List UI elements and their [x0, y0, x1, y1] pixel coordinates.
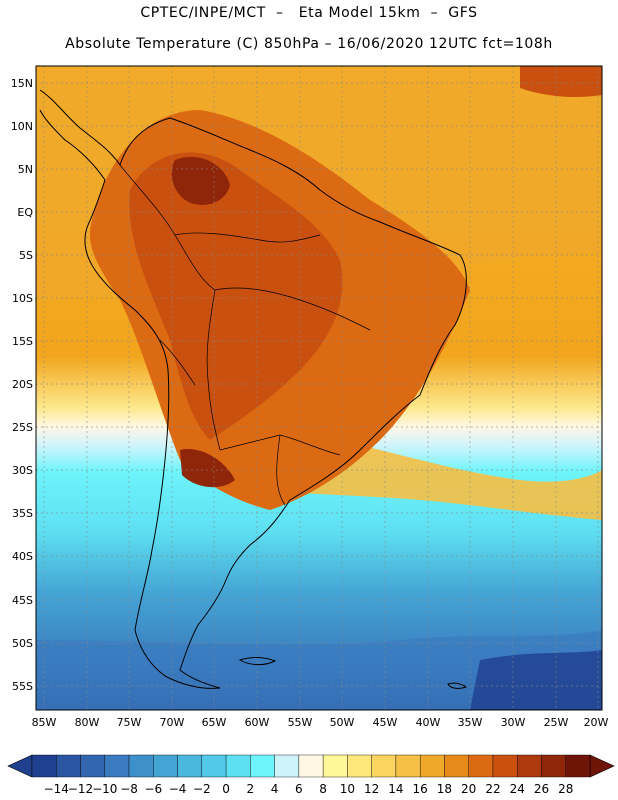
lon-label: 25W	[544, 716, 569, 729]
colorbar-swatch	[541, 754, 566, 778]
shading-continent-hot	[129, 152, 343, 440]
longitude-labels: 85W 80W 75W 70W 65W 60W 55W 50W 45W 40W …	[32, 716, 609, 729]
colorbar-label: 24	[510, 782, 525, 796]
colorbar-swatch	[31, 754, 57, 778]
colorbar-label: −10	[92, 782, 117, 796]
colorbar-label: −12	[68, 782, 93, 796]
colorbar-label: 4	[271, 782, 279, 796]
title-line-2: Absolute Temperature (C) 850hPa – 16/06/…	[65, 36, 553, 52]
colorbar-swatch	[419, 754, 445, 778]
lon-label: 20W	[584, 716, 609, 729]
lon-label: 60W	[245, 716, 270, 729]
colorbar-swatch	[153, 754, 178, 778]
colorbar-label: 10	[340, 782, 355, 796]
colorbar-swatch	[298, 754, 324, 778]
lon-label: 55W	[288, 716, 313, 729]
colorbar-swatch	[201, 754, 227, 778]
colorbar-swatch	[177, 754, 203, 778]
coastlines	[39, 89, 468, 689]
latitude-labels: 15N 10N 5N EQ 5S 10S 15S 20S 25S 30S 35S…	[11, 77, 34, 693]
lat-label: 20S	[12, 378, 33, 391]
lon-label: 75W	[117, 716, 142, 729]
colorbar-arrow-left	[7, 754, 33, 778]
lat-label: 30S	[12, 464, 33, 477]
gridlines	[36, 66, 602, 710]
colorbar-swatch	[322, 754, 348, 778]
colorbar-swatch	[492, 754, 518, 778]
colorbar-swatch	[274, 754, 300, 778]
lat-label: 5S	[19, 249, 33, 262]
colorbar-swatch	[371, 754, 397, 778]
colorbar: −14−12−10 −8 −6 −4 −2 0 2 4 6 8 10 12 14 16 18 20 22 24 26…	[7, 754, 615, 796]
colorbar-label: 2	[247, 782, 255, 796]
colorbar-swatch	[250, 754, 275, 778]
lat-label: 15S	[12, 335, 33, 348]
lat-label: 10N	[11, 120, 33, 133]
lat-label: 45S	[12, 594, 33, 607]
lon-label: 85W	[32, 716, 57, 729]
colorbar-label: 26	[534, 782, 549, 796]
colorbar-swatch	[104, 754, 130, 778]
lon-label: 80W	[75, 716, 100, 729]
colorbar-swatches	[7, 754, 615, 778]
lon-label: 70W	[160, 716, 185, 729]
colorbar-swatch	[444, 754, 469, 778]
colorbar-label: 14	[388, 782, 403, 796]
lon-label: 65W	[202, 716, 227, 729]
colorbar-swatch	[468, 754, 494, 778]
colorbar-label: 20	[461, 782, 476, 796]
lat-label: 15N	[11, 77, 33, 90]
colorbar-label: −14	[44, 782, 69, 796]
lat-label: 10S	[12, 292, 33, 305]
temperature-map: 15N 10N 5N EQ 5S 10S 15S 20S 25S 30S 35S…	[11, 65, 609, 729]
lat-label: 50S	[12, 637, 33, 650]
colorbar-label: −4	[169, 782, 187, 796]
colorbar-swatch	[347, 754, 372, 778]
colorbar-label: 18	[437, 782, 452, 796]
colorbar-labels: −14−12−10 −8 −6 −4 −2 0 2 4 6 8 10 12 14 16 18 20 22 24 26…	[44, 782, 574, 796]
colorbar-label: 0	[222, 782, 230, 796]
colorbar-label: −8	[120, 782, 138, 796]
lon-label: 40W	[416, 716, 441, 729]
colorbar-label: 16	[413, 782, 428, 796]
colorbar-label: 6	[295, 782, 303, 796]
colorbar-label: 28	[558, 782, 573, 796]
lon-label: 50W	[330, 716, 355, 729]
shading-warm-northeast	[520, 66, 602, 98]
lon-label: 30W	[501, 716, 526, 729]
colorbar-swatch	[395, 754, 421, 778]
lat-label: 55S	[12, 680, 33, 693]
shading-chaco-hot	[180, 449, 235, 488]
colorbar-label: 8	[319, 782, 327, 796]
colorbar-swatch	[225, 754, 251, 778]
colorbar-arrow-right	[589, 754, 615, 778]
lat-label: 40S	[12, 550, 33, 563]
colorbar-swatch	[128, 754, 154, 778]
lat-label: EQ	[17, 206, 33, 219]
colorbar-swatch	[565, 754, 591, 778]
colorbar-label: 22	[485, 782, 500, 796]
plot-frame	[35, 65, 603, 711]
lat-label: 25S	[12, 421, 33, 434]
shading-southern-cold	[36, 630, 602, 710]
colorbar-swatch	[80, 754, 105, 778]
colorbar-swatch	[56, 754, 81, 778]
shading-southeast-cold	[470, 650, 602, 710]
lat-label: 35S	[12, 507, 33, 520]
colorbar-label: −2	[193, 782, 211, 796]
colorbar-swatch	[517, 754, 542, 778]
lat-label: 5N	[18, 163, 33, 176]
country-borders	[119, 164, 371, 506]
colorbar-label: −6	[144, 782, 162, 796]
colorbar-label: 12	[364, 782, 379, 796]
lon-label: 45W	[373, 716, 398, 729]
title-line-1: CPTEC/INPE/MCT – Eta Model 15km – GFS	[140, 5, 478, 21]
lon-label: 35W	[458, 716, 483, 729]
